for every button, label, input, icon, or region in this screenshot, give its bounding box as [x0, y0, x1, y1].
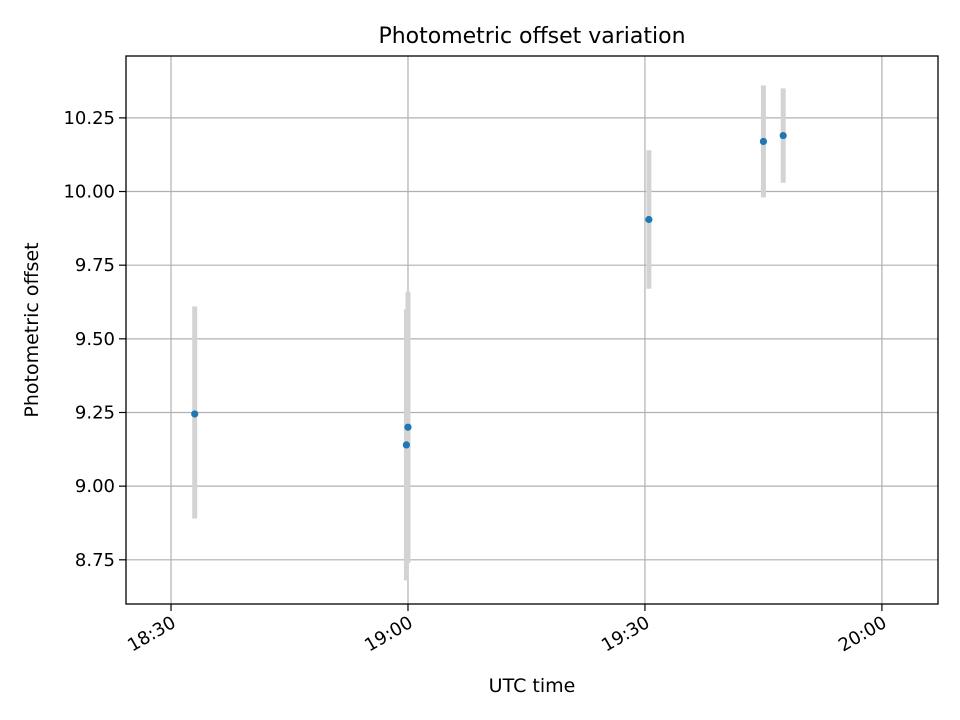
y-tick-label: 9.25	[75, 402, 115, 423]
chart-title: Photometric offset variation	[378, 24, 685, 49]
y-tick-label: 9.50	[75, 329, 115, 350]
y-tick-label: 10.00	[63, 182, 115, 203]
grid-lines	[126, 56, 938, 604]
x-axis-label: UTC time	[489, 675, 576, 697]
plot-frame	[125, 55, 939, 605]
data-point	[779, 131, 787, 140]
data-point	[191, 410, 199, 418]
y-tick-label: 9.00	[75, 476, 115, 497]
y-tick-label: 10.25	[63, 108, 115, 129]
y-tick-label: 8.75	[75, 550, 115, 571]
y-axis-ticks: 8.75 9.00 9.25 9.50 9.75 10.00 10.25	[63, 108, 126, 571]
y-axis-label: Photometric offset	[21, 242, 43, 417]
data-point	[759, 137, 768, 146]
data-point	[645, 215, 653, 224]
data-points	[191, 131, 787, 449]
data-point	[404, 423, 412, 431]
y-tick-label: 9.75	[75, 255, 115, 276]
data-point	[402, 441, 411, 449]
